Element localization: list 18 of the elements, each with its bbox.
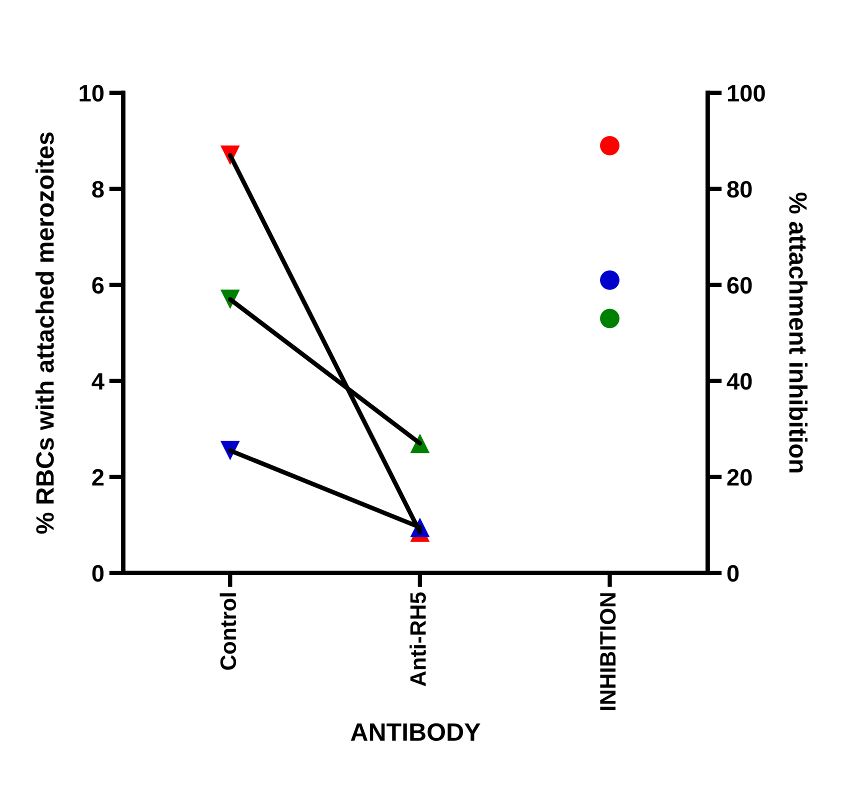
x-tick-label: Anti-RH5 [410,592,426,686]
y-tick-label: 8 [92,180,104,198]
y2-tick-label: 60 [727,276,752,294]
y2-tick-label: 0 [727,565,739,582]
y2-tick-label: 100 [728,84,765,102]
y-tick-label: 6 [92,276,104,294]
y-tick-label: 0 [92,565,104,582]
y2-tick-label: 80 [727,180,752,198]
y-tick-label: 10 [80,84,104,102]
x-tick-label: Control [220,593,236,670]
x-tick-label: INHIBITION [600,593,616,710]
x-axis-title: ANTIBODY [350,723,480,741]
y2-tick-label: 40 [726,372,752,390]
y2-axis-title: % attachment inhibition [789,192,808,472]
y-tick-label: 4 [92,373,104,390]
y-tick-label: 2 [92,469,104,486]
y2-tick-label: 20 [727,469,752,486]
y-axis-title: % RBCs with attached merozoites [36,132,54,534]
